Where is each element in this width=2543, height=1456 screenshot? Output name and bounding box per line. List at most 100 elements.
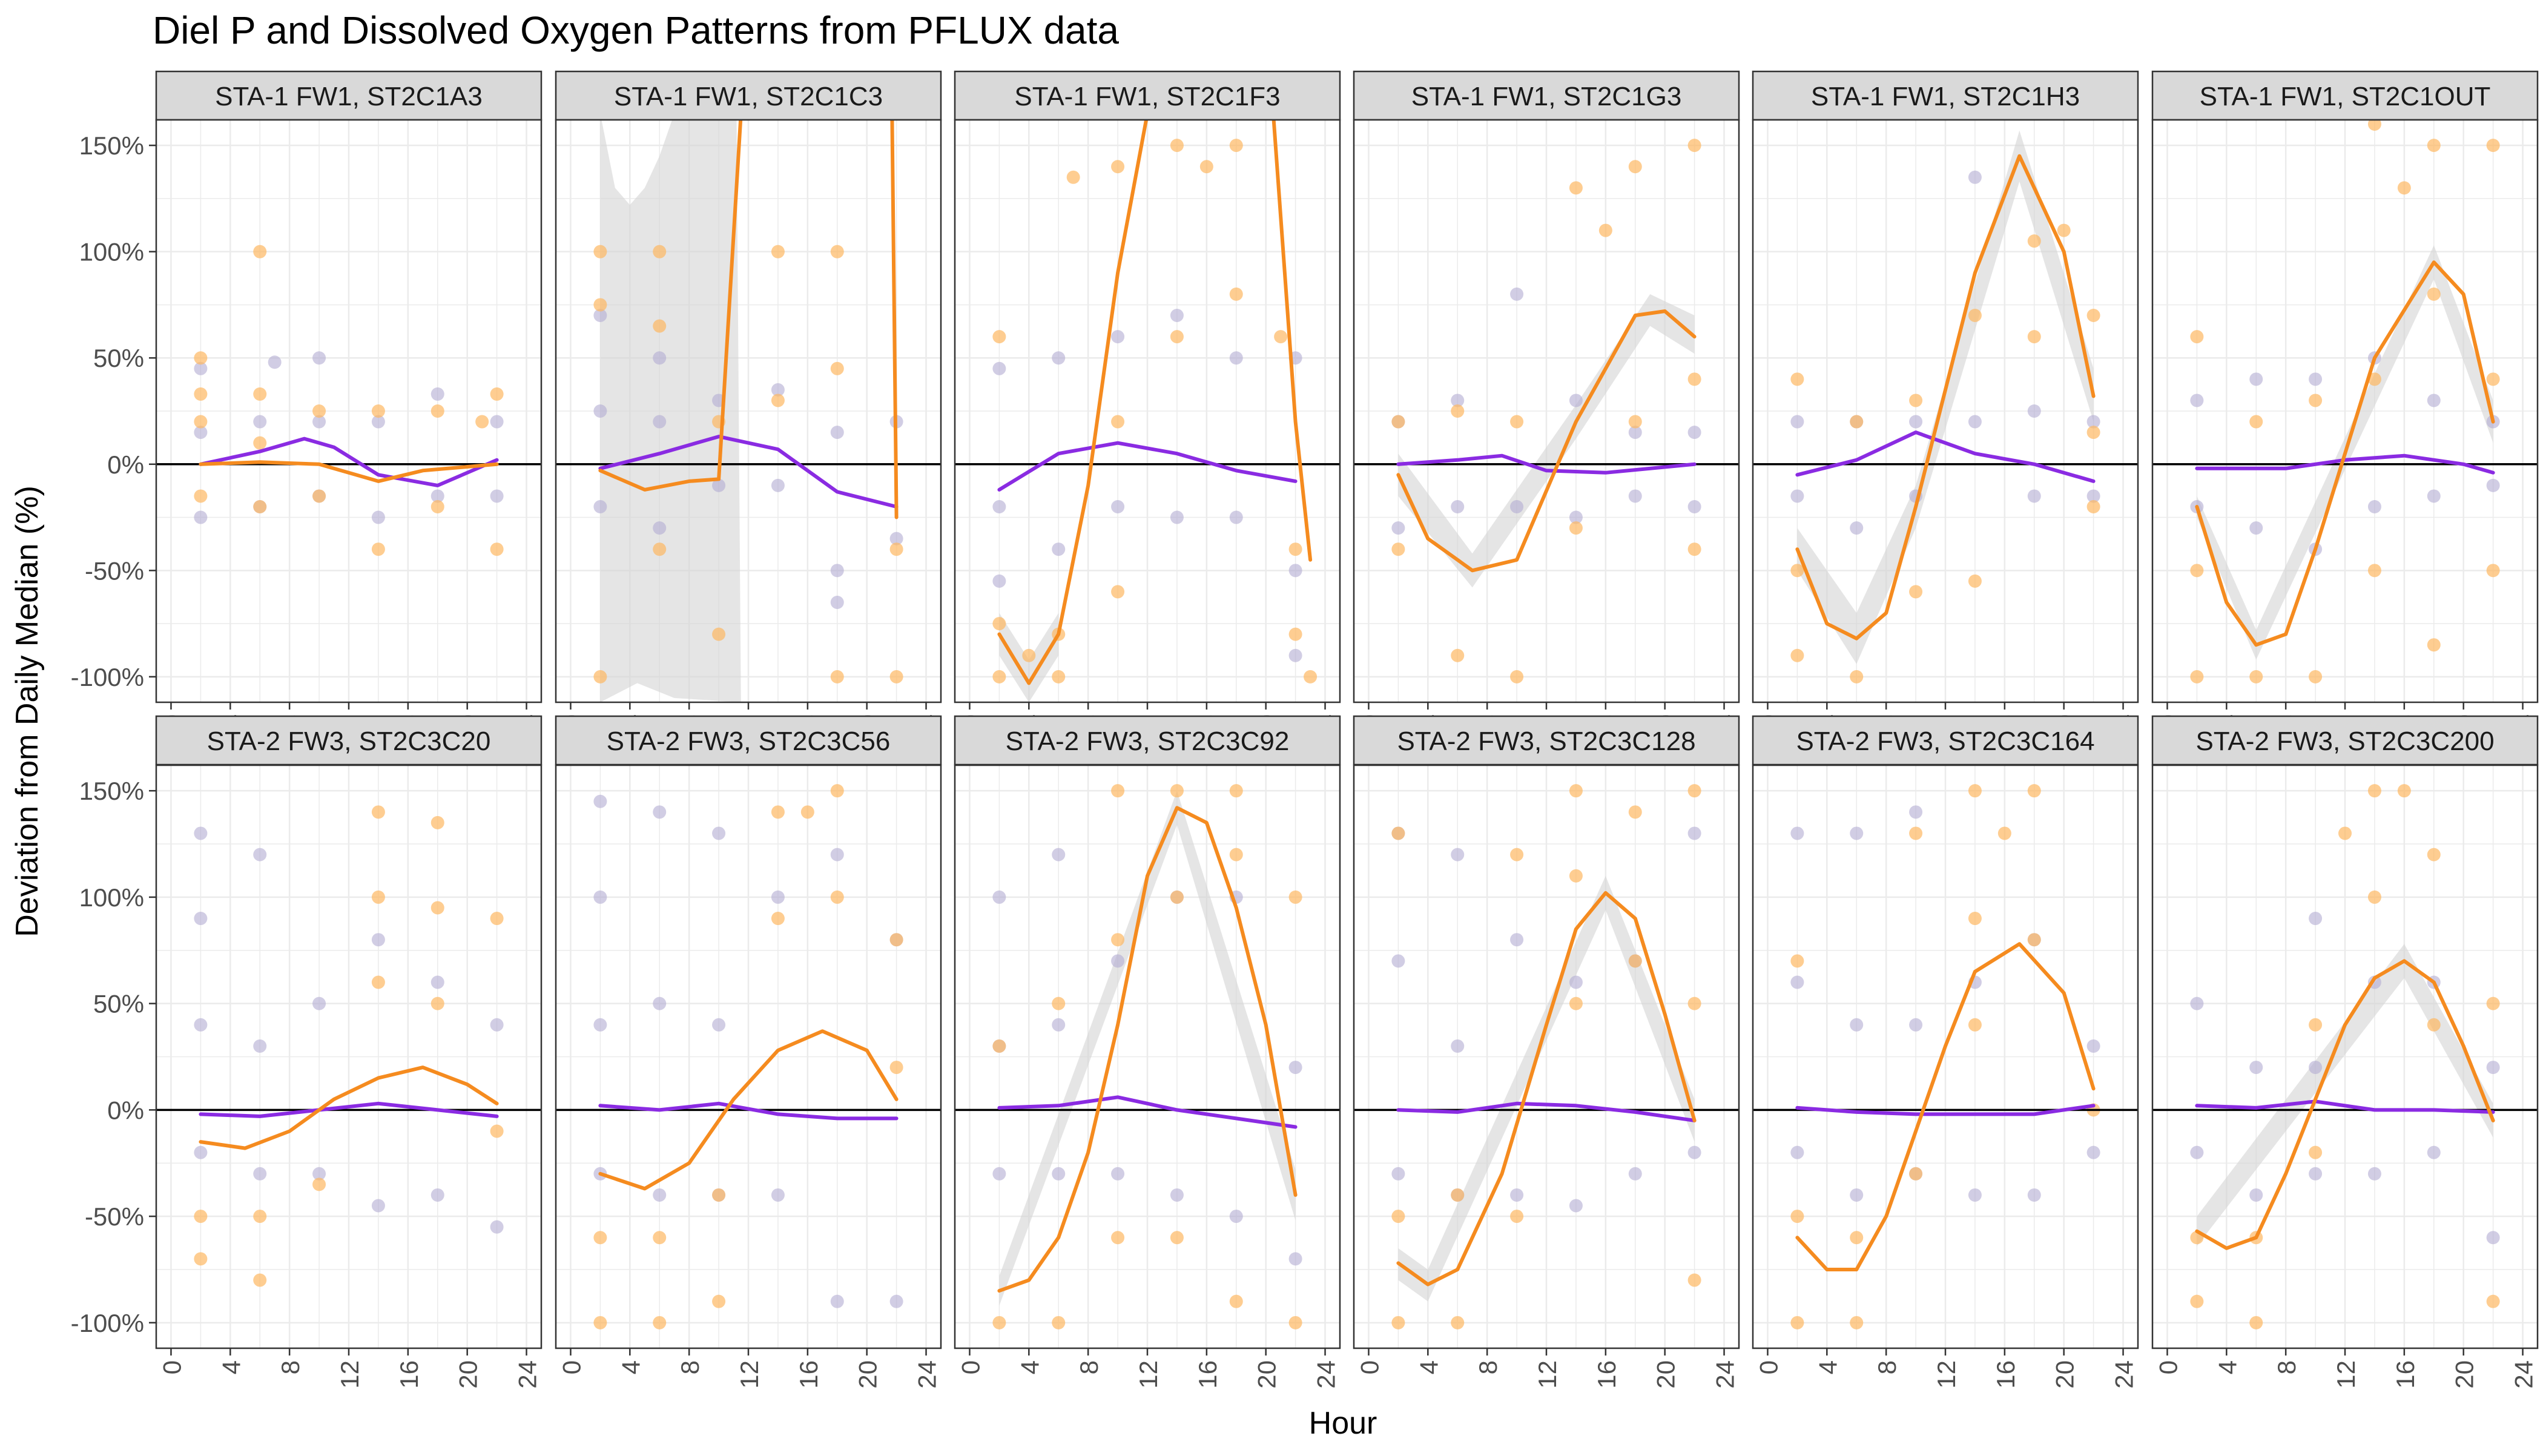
y-tick-label: 100% — [79, 238, 144, 266]
plot-area — [556, 120, 941, 702]
data-point-phosphorus — [771, 912, 785, 926]
y-tick-label: 150% — [79, 777, 144, 805]
data-point-phosphorus — [1687, 784, 1701, 798]
x-tick-label: 12 — [1134, 1360, 1163, 1389]
data-point-dissolved-oxygen — [1288, 1061, 1302, 1075]
facet-strip — [1353, 70, 1740, 121]
data-point-dissolved-oxygen — [1052, 848, 1066, 861]
data-point-dissolved-oxygen — [2086, 1039, 2100, 1053]
facet-strip — [2151, 70, 2539, 121]
data-point-phosphorus — [253, 245, 267, 259]
facet-label: STA-1 FW1, ST2C1F3 — [1014, 82, 1280, 111]
fit-line-dissolved-oxygen — [1795, 1104, 2096, 1116]
data-point-dissolved-oxygen — [992, 499, 1006, 513]
data-point-phosphorus — [430, 815, 444, 829]
data-point-phosphorus — [1510, 670, 1524, 684]
data-point-dissolved-oxygen — [2486, 1061, 2500, 1075]
data-point-phosphorus — [253, 436, 267, 450]
y-tick-label: -50% — [85, 556, 144, 585]
data-point-phosphorus — [2027, 933, 2041, 947]
fit-line-dissolved-oxygen — [199, 436, 499, 487]
y-tick-label: 100% — [79, 883, 144, 912]
data-point-dissolved-oxygen — [1052, 1167, 1066, 1181]
data-point-dissolved-oxygen — [194, 912, 208, 926]
data-point-phosphorus — [653, 1231, 667, 1245]
data-point-dissolved-oxygen — [830, 564, 844, 578]
facet-panel: STA-2 FW3, ST2C3C92 0 4 8 12 16 20 24 — [954, 715, 1341, 1389]
data-point-phosphorus — [2338, 826, 2352, 840]
fit-line-phosphorus — [1795, 942, 2096, 1271]
data-point-phosphorus — [371, 404, 385, 418]
plot-area — [1753, 130, 2138, 684]
facet-label: STA-2 FW3, ST2C3C164 — [1796, 726, 2094, 756]
data-point-phosphorus — [1229, 139, 1243, 153]
facet-label: STA-2 FW3, ST2C3C128 — [1397, 726, 1695, 756]
data-point-phosphorus — [2367, 890, 2381, 904]
x-tick-label: 24 — [2510, 1360, 2538, 1389]
x-axis-label: Hour — [1309, 1406, 1377, 1441]
data-point-phosphorus — [253, 499, 267, 513]
facet-panel: STA-2 FW3, ST2C3C56 0 4 8 12 16 20 24 — [555, 715, 942, 1389]
data-point-dissolved-oxygen — [1968, 170, 1982, 184]
data-point-phosphorus — [2086, 426, 2100, 440]
x-tick-label: 0 — [557, 1360, 585, 1374]
data-point-dissolved-oxygen — [312, 996, 326, 1010]
data-point-phosphorus — [771, 245, 785, 259]
data-point-dissolved-oxygen — [653, 415, 667, 429]
data-point-phosphorus — [2367, 120, 2381, 131]
x-tick-label: 24 — [2110, 1360, 2139, 1389]
data-point-dissolved-oxygen — [1170, 309, 1184, 323]
data-point-dissolved-oxygen — [712, 826, 726, 840]
y-tick-label: -100% — [71, 663, 144, 691]
data-point-phosphorus — [1909, 394, 1923, 407]
data-point-phosphorus — [1510, 848, 1524, 861]
facet-panel: STA-2 FW3, ST2C3C200 0 4 8 12 16 20 24 — [2151, 715, 2539, 1389]
data-point-dissolved-oxygen — [1510, 933, 1524, 947]
data-point-phosphorus — [1790, 564, 1804, 578]
data-point-phosphorus — [830, 361, 844, 375]
data-point-dissolved-oxygen — [2190, 1145, 2204, 1159]
data-point-phosphorus — [593, 245, 607, 259]
data-point-dissolved-oxygen — [1687, 426, 1701, 440]
data-point-phosphorus — [1229, 848, 1243, 861]
fit-line-dissolved-oxygen — [1795, 430, 2096, 483]
data-point-phosphorus — [2397, 784, 2411, 798]
data-point-dissolved-oxygen — [1569, 510, 1583, 524]
data-point-phosphorus — [2249, 1316, 2263, 1329]
data-point-phosphorus — [2309, 394, 2323, 407]
x-tick-label: 8 — [276, 1360, 305, 1374]
data-point-dissolved-oxygen — [1628, 489, 1642, 503]
data-point-phosphorus — [1790, 1210, 1804, 1224]
data-point-dissolved-oxygen — [830, 595, 844, 609]
data-point-dissolved-oxygen — [430, 489, 444, 503]
data-point-dissolved-oxygen — [2190, 394, 2204, 407]
data-point-phosphorus — [1968, 1018, 1982, 1032]
data-point-phosphorus — [593, 1316, 607, 1329]
data-point-dissolved-oxygen — [1111, 954, 1125, 968]
data-point-dissolved-oxygen — [2367, 1167, 2381, 1181]
x-tick-label: 20 — [2051, 1360, 2079, 1389]
data-point-phosphorus — [992, 1316, 1006, 1329]
facet-strip — [155, 715, 543, 766]
data-point-phosphorus — [1170, 784, 1184, 798]
data-point-dissolved-oxygen — [430, 975, 444, 989]
data-point-dissolved-oxygen — [1052, 351, 1066, 365]
data-point-dissolved-oxygen — [2427, 394, 2441, 407]
data-point-dissolved-oxygen — [2427, 489, 2441, 503]
x-tick-label: 16 — [1193, 1360, 1222, 1389]
data-point-dissolved-oxygen — [992, 574, 1006, 588]
data-point-dissolved-oxygen — [653, 1188, 667, 1202]
data-point-dissolved-oxygen — [1790, 1145, 1804, 1159]
data-point-phosphorus — [1111, 415, 1125, 429]
data-point-phosphorus — [2427, 848, 2441, 861]
data-point-dissolved-oxygen — [1052, 542, 1066, 556]
x-tick-label: 16 — [794, 1360, 823, 1389]
x-tick-label: 20 — [454, 1360, 483, 1389]
facet-strip — [954, 70, 1341, 121]
data-point-dissolved-oxygen — [1790, 975, 1804, 989]
facet-panel: STA-2 FW3, ST2C3C164 0 4 8 12 16 20 24 — [1752, 715, 2139, 1389]
data-point-dissolved-oxygen — [1569, 975, 1583, 989]
data-point-dissolved-oxygen — [1850, 826, 1864, 840]
data-point-dissolved-oxygen — [1790, 415, 1804, 429]
data-point-dissolved-oxygen — [312, 351, 326, 365]
